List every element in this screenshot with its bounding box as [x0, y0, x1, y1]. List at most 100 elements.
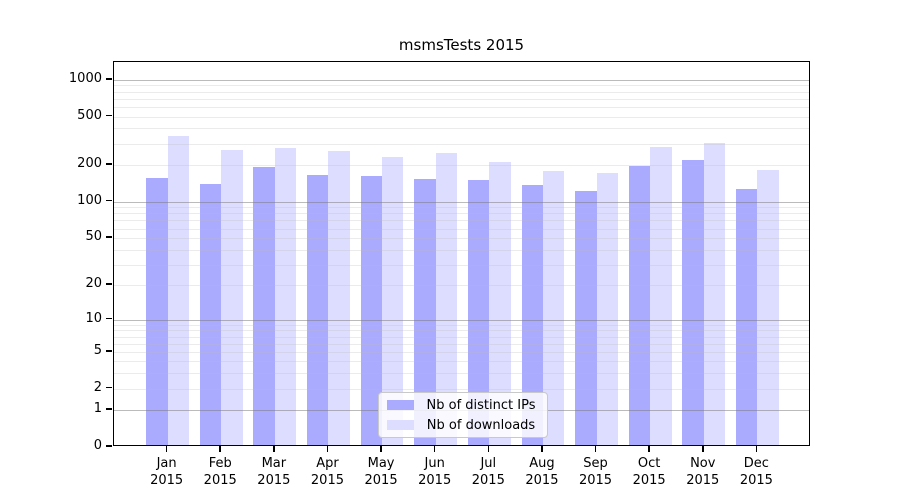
x-tick-mark	[648, 446, 650, 452]
y-tick-label: 1	[93, 401, 102, 417]
x-tick-mark	[219, 446, 221, 452]
bar-downloads-may	[382, 156, 404, 445]
x-tick-mark	[594, 446, 597, 452]
y-tick-mark	[106, 445, 112, 447]
bar-distinct-ips-nov	[682, 160, 704, 445]
x-tick-month: Jan	[156, 456, 177, 471]
x-tick-label-aug: Aug 2015	[510, 455, 574, 489]
bar-distinct-ips-jun	[414, 179, 436, 445]
x-tick-year: 2015	[471, 473, 505, 488]
gridline-minor	[114, 361, 809, 363]
x-tick-label-feb: Feb 2015	[188, 455, 252, 489]
plot-area	[113, 61, 810, 446]
gridline-minor	[114, 264, 809, 266]
x-tick-mark	[380, 446, 382, 452]
bar-distinct-ips-mar	[253, 166, 275, 445]
gridline-minor	[114, 207, 809, 209]
gridline-minor	[114, 336, 809, 338]
x-tick-label-jul: Jul 2015	[456, 455, 520, 489]
bar-downloads-feb	[221, 150, 243, 445]
x-tick-label-dec: Dec 2015	[724, 455, 788, 489]
x-tick-month: May	[367, 456, 395, 471]
x-tick-year: 2015	[364, 473, 398, 488]
gridline-minor	[114, 343, 809, 345]
y-tick-mark	[106, 236, 112, 238]
gridline-minor	[114, 116, 809, 118]
y-tick-label: 50	[85, 228, 102, 244]
x-tick-year: 2015	[310, 473, 344, 488]
x-tick-month: Mar	[261, 456, 287, 471]
y-tick-mark	[106, 114, 112, 117]
legend-label: Nb of distinct IPs	[426, 397, 536, 413]
x-tick-month: Aug	[529, 456, 555, 471]
x-tick-label-jun: Jun 2015	[403, 455, 467, 489]
gridline-major	[114, 79, 809, 81]
y-tick-label: 100	[77, 192, 102, 208]
x-tick-mark	[487, 446, 490, 452]
x-tick-month: Sep	[583, 456, 608, 471]
gridline-minor	[114, 143, 809, 145]
x-tick-month: Feb	[208, 456, 232, 471]
y-tick-mark	[106, 317, 112, 320]
gridline-minor	[114, 388, 809, 390]
x-tick-label-apr: Apr 2015	[295, 455, 359, 489]
y-tick-label: 20	[85, 276, 102, 292]
gridline-minor	[114, 285, 809, 287]
legend-row: Nb of distinct IPs	[387, 398, 539, 413]
x-tick-month: Jul	[480, 456, 497, 471]
bar-downloads-dec	[757, 170, 779, 445]
gridline-minor	[114, 249, 809, 251]
gridline-minor	[114, 351, 809, 353]
x-tick-year: 2015	[578, 473, 613, 488]
bar-downloads-jun	[435, 153, 458, 445]
y-tick-label: 500	[77, 107, 102, 123]
bar-downloads-jul	[489, 162, 511, 445]
x-tick-month: Apr	[316, 456, 339, 471]
bar-distinct-ips-dec	[735, 188, 758, 445]
x-tick-label-nov: Nov 2015	[671, 455, 735, 489]
x-tick-year: 2015	[739, 473, 773, 488]
x-tick-mark	[273, 446, 275, 452]
gridline-major	[114, 319, 809, 321]
bar-downloads-jan	[167, 136, 189, 445]
bar-distinct-ips-aug	[521, 185, 543, 445]
legend-label: Nb of downloads	[426, 417, 536, 433]
gridline-minor	[114, 165, 809, 167]
gridline-minor	[114, 220, 809, 222]
gridline-minor	[114, 330, 809, 332]
x-tick-month: Nov	[690, 456, 716, 471]
y-tick-label: 1000	[68, 70, 102, 86]
x-tick-mark	[541, 446, 543, 452]
y-tick-mark	[106, 78, 112, 80]
gridline-minor	[114, 106, 809, 108]
x-tick-mark	[165, 446, 168, 452]
bar-downloads-sep	[596, 172, 618, 445]
x-tick-year: 2015	[632, 473, 666, 488]
gridline-minor	[114, 213, 809, 215]
bar-distinct-ips-oct	[628, 166, 651, 445]
y-tick-label: 200	[77, 156, 102, 172]
y-tick-mark	[106, 163, 112, 165]
gridline-minor	[114, 324, 809, 326]
x-tick-label-mar: Mar 2015	[242, 455, 306, 489]
gridline-minor	[114, 128, 809, 130]
bar-downloads-aug	[542, 171, 565, 445]
x-tick-mark	[755, 446, 758, 452]
x-tick-mark	[702, 446, 704, 452]
y-tick-mark	[106, 283, 112, 285]
y-tick-mark	[106, 386, 112, 389]
gridline-minor	[114, 91, 809, 93]
x-tick-month: Jun	[424, 456, 445, 471]
y-tick-mark	[106, 199, 112, 202]
x-tick-label-may: May 2015	[349, 455, 413, 489]
gridline-minor	[114, 98, 809, 100]
y-tick-label: 2	[93, 379, 102, 395]
bar-downloads-mar	[274, 148, 297, 445]
x-tick-year: 2015	[257, 473, 291, 488]
gridline-major	[114, 201, 809, 203]
x-tick-mark	[433, 446, 436, 452]
legend-swatch-distinct-ips	[387, 400, 414, 410]
gridline-minor	[114, 228, 809, 230]
x-tick-label-sep: Sep 2015	[564, 455, 628, 489]
